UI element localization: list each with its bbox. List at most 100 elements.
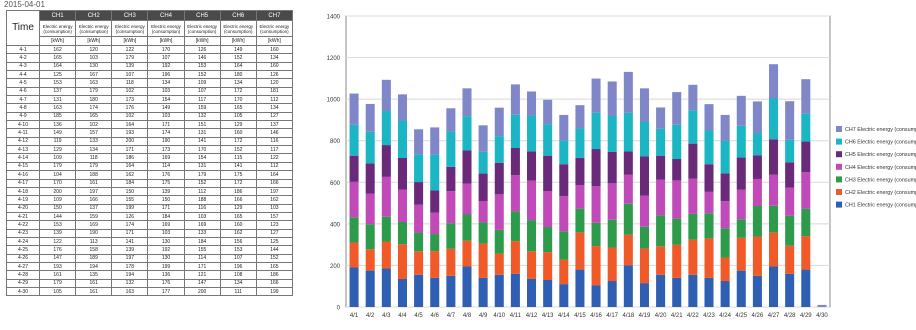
value-cell: 137 [38, 86, 77, 97]
time-cell: 4-30 [6, 286, 40, 297]
value-cell: 176 [38, 245, 77, 255]
bar-segment [559, 231, 569, 260]
value-cell: 137 [75, 203, 113, 213]
bar-segment [736, 157, 746, 190]
bar-segment [591, 112, 601, 150]
table-row: 4-14 109 118 186 169 154 115 122 [6, 153, 294, 163]
value-cell: 139 [111, 245, 149, 255]
sheet-date: 2015-04-01 [4, 0, 45, 9]
channel-header: CH5 [183, 10, 221, 21]
bar-segment [478, 222, 488, 244]
value-cell: 171 [147, 120, 185, 130]
y-tick-label: 600 [330, 181, 341, 187]
value-cell: 141 [111, 236, 149, 247]
value-cell: 179 [38, 161, 77, 172]
bar-segment [462, 240, 472, 267]
value-cell: 152 [255, 253, 294, 263]
value-cell: 161 [75, 278, 113, 288]
value-cell: 107 [219, 253, 257, 263]
bar-segment [639, 156, 649, 196]
bar-segment [623, 174, 633, 204]
value-cell: 166 [219, 195, 257, 205]
bar-segment [752, 236, 762, 276]
bar-segment [462, 183, 472, 215]
table-row: 4-11 149 157 193 174 131 160 146 [6, 128, 294, 138]
bar-segment [801, 141, 811, 173]
value-cell: 164 [219, 61, 257, 72]
bar-segment [720, 173, 730, 202]
value-cell: 103 [183, 211, 221, 222]
value-cell: 122 [255, 153, 294, 163]
value-cell: 147 [183, 278, 221, 288]
bar-segment [704, 164, 714, 192]
value-cell: 121 [183, 270, 221, 280]
unit-header-row: [kWh] [kWh] [kWh] [kWh] [kWh] [kWh] [kWh] [7, 36, 294, 46]
value-cell: 111 [219, 286, 257, 297]
value-cell: 169 [183, 220, 221, 230]
bar-segment [381, 79, 391, 111]
table-row: 4-24 122 113 141 130 184 156 125 [6, 236, 294, 247]
value-cell: 129 [219, 203, 257, 213]
bar-segment [559, 259, 569, 285]
value-cell: 184 [183, 236, 221, 247]
value-cell: 144 [255, 245, 294, 255]
channel-unit: [kWh] [75, 36, 113, 46]
bar-segment [414, 251, 424, 275]
value-cell: 179 [75, 86, 113, 97]
value-cell: 196 [219, 261, 257, 272]
value-cell: 109 [38, 153, 77, 163]
value-cell: 197 [111, 253, 149, 263]
bar-segment [478, 125, 488, 152]
value-cell: 165 [219, 211, 257, 222]
value-cell: 164 [111, 161, 149, 172]
value-cell: 170 [219, 95, 257, 105]
value-cell: 196 [147, 70, 185, 80]
x-tick-label: 4/15 [574, 313, 586, 319]
value-cell: 176 [147, 278, 185, 288]
value-cell: 141 [219, 161, 257, 172]
value-cell: 117 [183, 95, 221, 105]
value-cell: 174 [147, 128, 185, 138]
value-cell: 171 [147, 203, 185, 213]
value-cell: 164 [111, 120, 149, 130]
table-row: 4-15 179 179 164 114 131 141 112 [6, 161, 294, 172]
channel-description: Electric energy (consumption) [219, 20, 257, 37]
value-cell: 155 [111, 195, 149, 205]
bar-segment [785, 162, 795, 188]
bar-segment [769, 139, 779, 175]
bar-segment [591, 285, 601, 307]
bar-segment [462, 266, 472, 307]
value-cell: 129 [38, 145, 77, 155]
x-tick-label: 4/18 [622, 313, 634, 319]
time-cell: 4-17 [6, 178, 40, 188]
time-cell: 4-6 [6, 86, 40, 97]
bar-segment [478, 151, 488, 174]
bar-segment [414, 204, 424, 233]
value-cell: 156 [219, 236, 257, 247]
channel-unit: [kWh] [255, 36, 294, 46]
x-tick-label: 4/21 [671, 313, 683, 319]
bar-segment [607, 247, 617, 282]
value-cell: 161 [75, 286, 113, 297]
value-cell: 192 [147, 245, 185, 255]
x-tick-label: 4/20 [655, 313, 667, 319]
bar-segment [494, 229, 504, 254]
bar-segment [769, 174, 779, 206]
table-row: 4-30 105 161 163 177 200 111 199 [6, 286, 294, 297]
bar-segment [381, 268, 391, 307]
energy-table: Time CH1 CH2 CH3 CH4 CH5 CH6 CH7 Electric ener… [6, 10, 294, 297]
time-cell: 4-29 [6, 278, 40, 288]
bar-segment [397, 221, 407, 245]
value-cell: 167 [75, 70, 113, 80]
value-cell: 162 [111, 170, 149, 180]
value-cell: 154 [147, 95, 185, 105]
bar-segment [801, 208, 811, 237]
legend-swatch [836, 163, 842, 170]
value-cell: 127 [255, 111, 294, 122]
value-cell: 173 [111, 95, 149, 105]
value-cell: 180 [75, 95, 113, 105]
bar-segment [414, 182, 424, 205]
time-cell: 4-28 [6, 270, 40, 280]
bar-segment [349, 155, 359, 182]
bar-segment [510, 114, 520, 148]
